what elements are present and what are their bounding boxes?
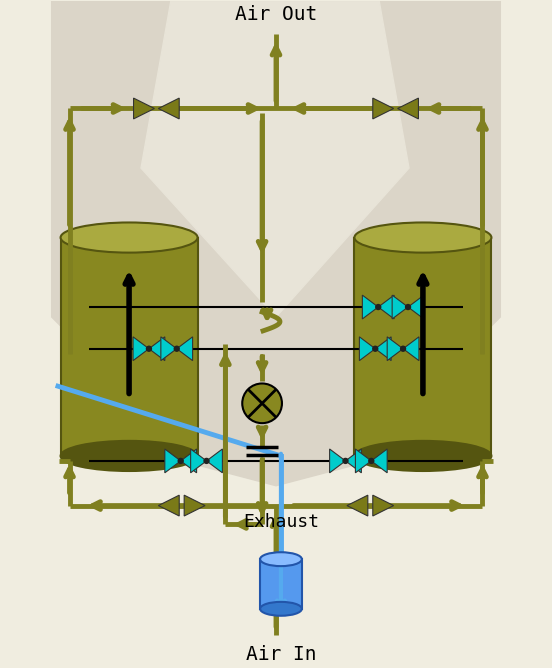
Polygon shape — [373, 98, 394, 119]
Ellipse shape — [260, 602, 302, 616]
Text: Air In: Air In — [246, 645, 316, 663]
Polygon shape — [373, 495, 394, 516]
Circle shape — [204, 458, 209, 464]
Circle shape — [406, 305, 411, 309]
Polygon shape — [260, 559, 302, 609]
Polygon shape — [134, 98, 155, 119]
Circle shape — [146, 346, 151, 351]
Circle shape — [401, 346, 406, 351]
Polygon shape — [133, 337, 149, 361]
Polygon shape — [354, 238, 491, 456]
Circle shape — [242, 383, 282, 424]
Polygon shape — [403, 337, 419, 361]
Polygon shape — [276, 1, 500, 486]
Ellipse shape — [260, 552, 302, 566]
Polygon shape — [158, 495, 179, 516]
Polygon shape — [359, 337, 375, 361]
Text: Air Out: Air Out — [235, 5, 317, 24]
Circle shape — [373, 346, 378, 351]
Ellipse shape — [61, 222, 198, 253]
Polygon shape — [61, 238, 198, 456]
Circle shape — [376, 305, 381, 309]
Polygon shape — [206, 449, 222, 473]
Polygon shape — [397, 98, 418, 119]
Polygon shape — [371, 449, 387, 473]
Circle shape — [369, 458, 374, 464]
Polygon shape — [184, 495, 205, 516]
Polygon shape — [347, 495, 368, 516]
Polygon shape — [161, 337, 177, 361]
Polygon shape — [387, 337, 403, 361]
Polygon shape — [362, 295, 378, 319]
Polygon shape — [375, 337, 391, 361]
Polygon shape — [149, 337, 165, 361]
Polygon shape — [52, 1, 276, 486]
Polygon shape — [392, 295, 408, 319]
Polygon shape — [330, 449, 346, 473]
Polygon shape — [181, 449, 197, 473]
Polygon shape — [346, 449, 362, 473]
Text: Exhaust: Exhaust — [243, 514, 319, 531]
Polygon shape — [158, 98, 179, 119]
Polygon shape — [165, 449, 181, 473]
Polygon shape — [141, 1, 409, 317]
Polygon shape — [408, 295, 424, 319]
Circle shape — [174, 346, 179, 351]
Circle shape — [178, 458, 183, 464]
Ellipse shape — [354, 441, 491, 471]
Polygon shape — [190, 449, 206, 473]
Ellipse shape — [354, 222, 491, 253]
Polygon shape — [355, 449, 371, 473]
Polygon shape — [378, 295, 394, 319]
Circle shape — [343, 458, 348, 464]
Ellipse shape — [61, 441, 198, 471]
Polygon shape — [177, 337, 193, 361]
